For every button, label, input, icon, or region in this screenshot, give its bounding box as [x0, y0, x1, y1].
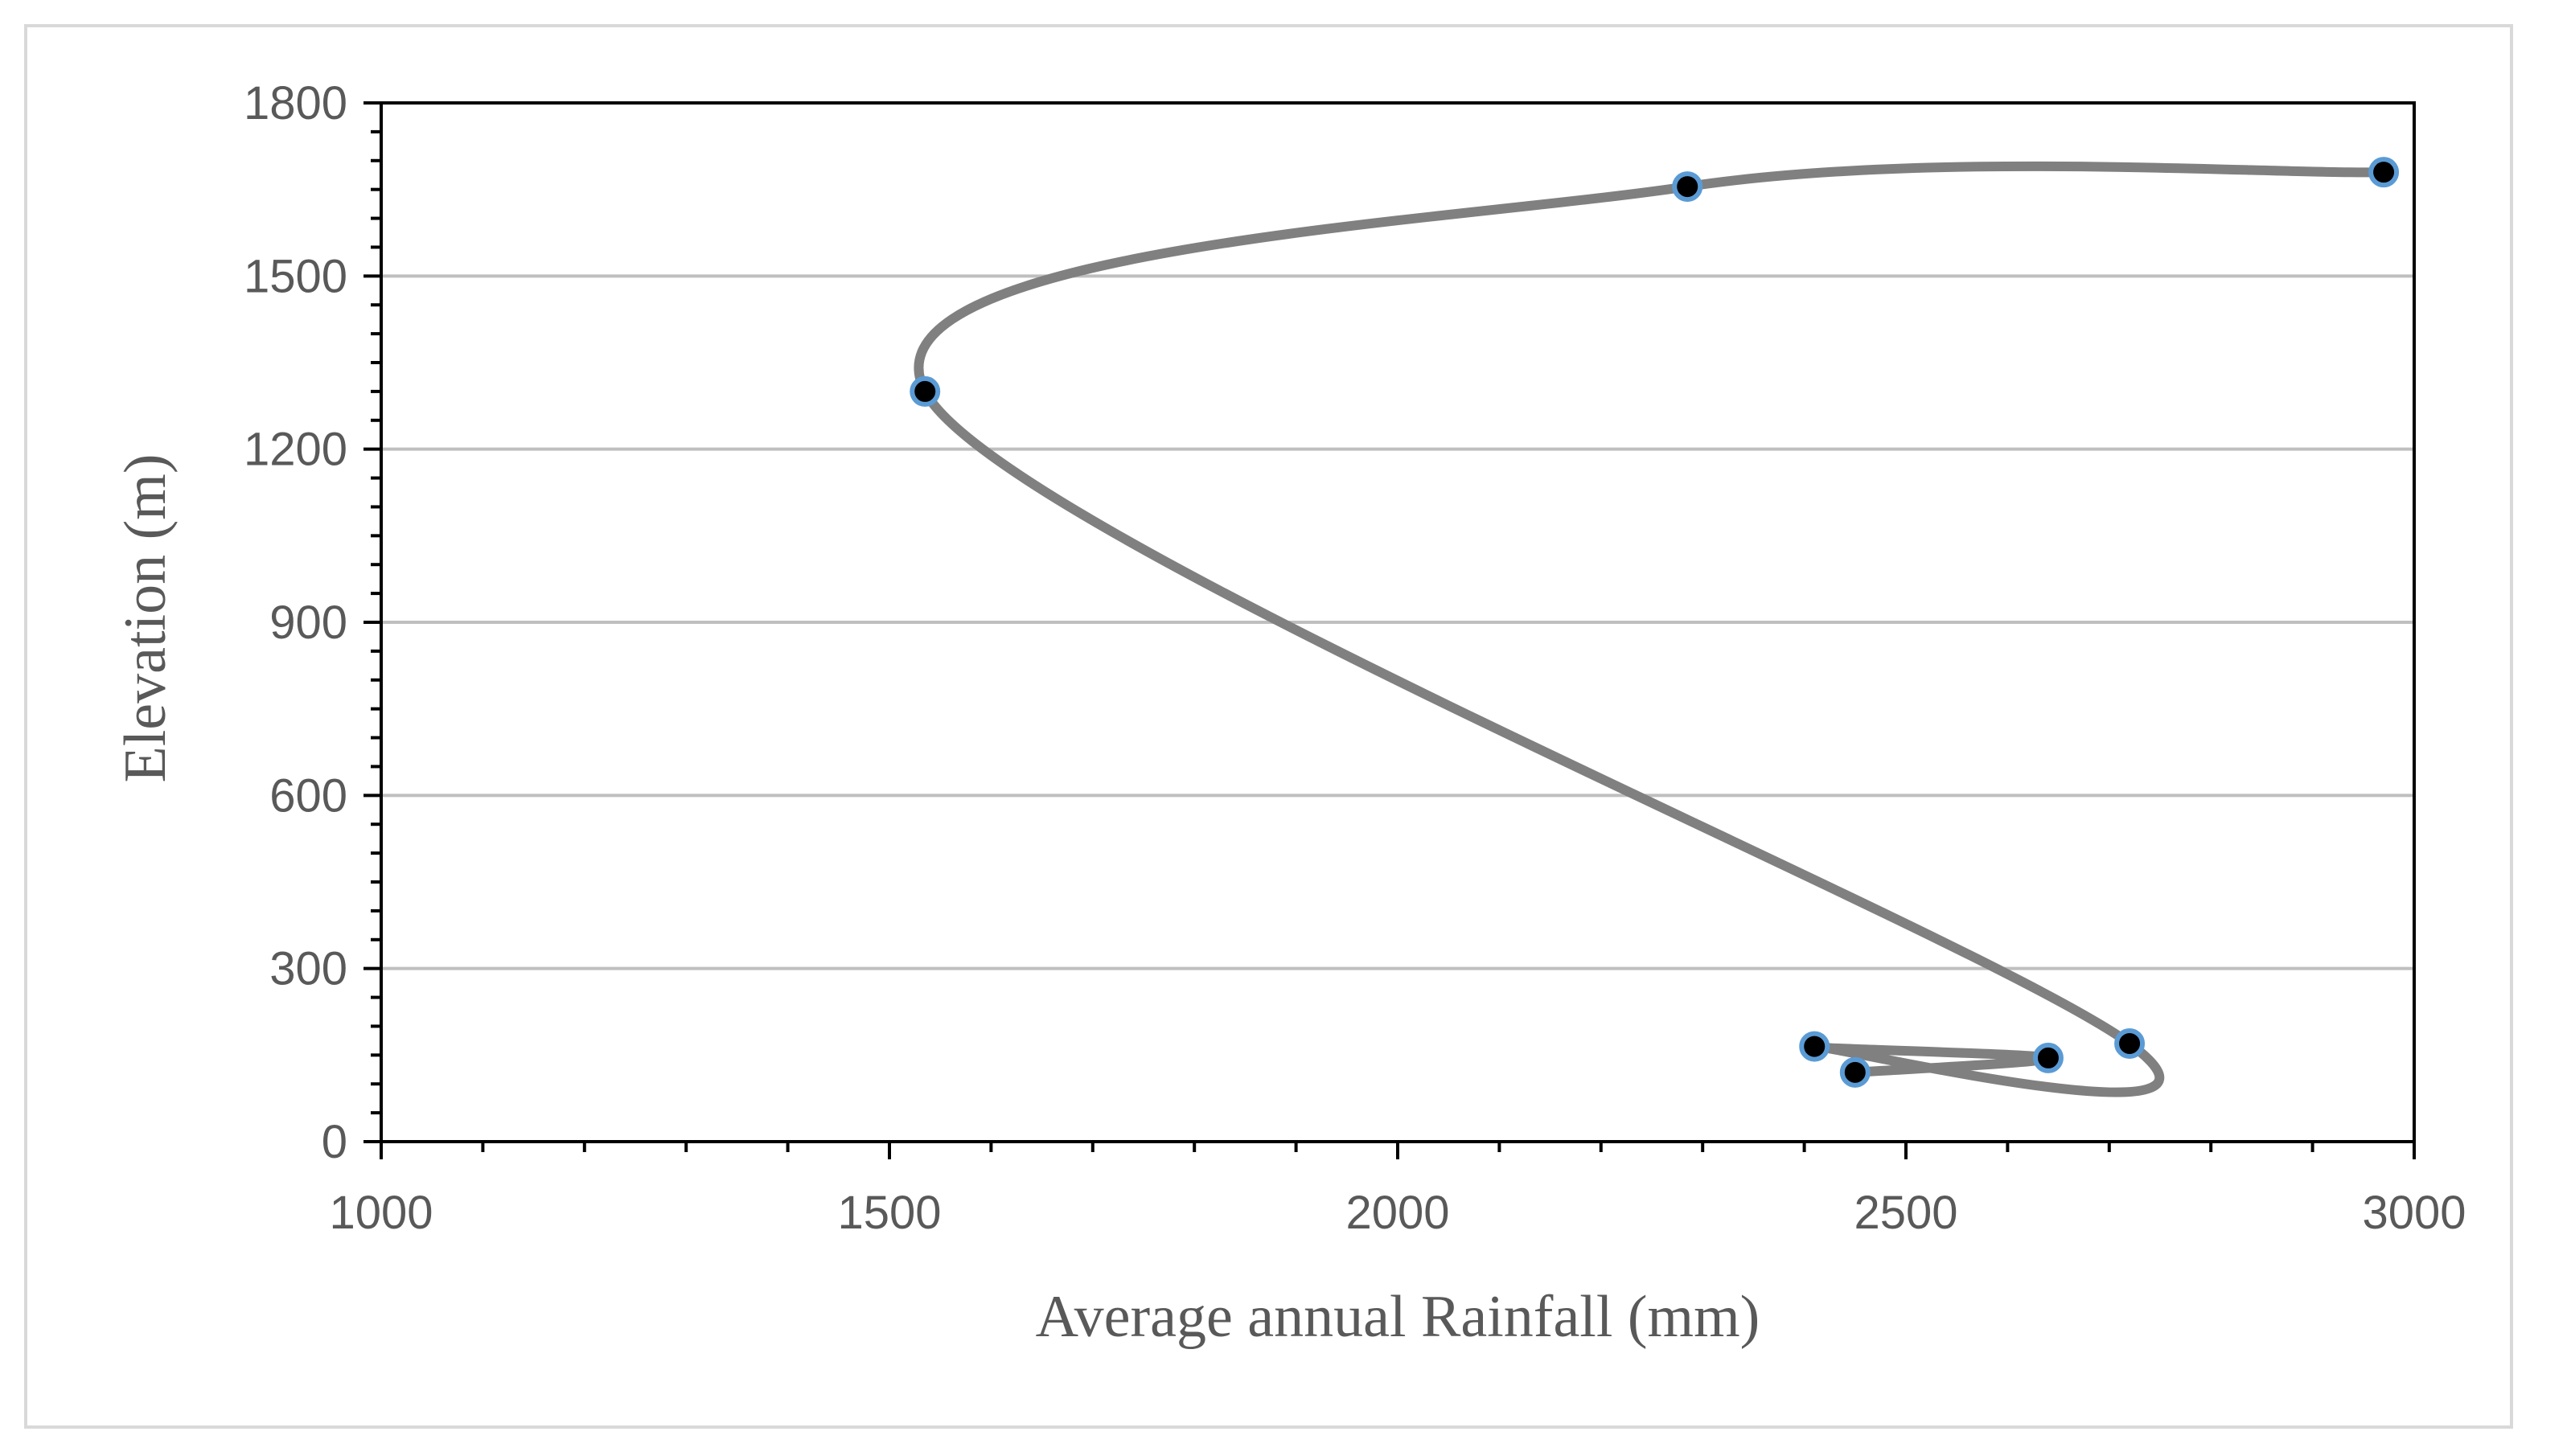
chart-frame [24, 24, 2513, 1429]
data-point-6 [1839, 1056, 1871, 1088]
axes [363, 101, 2416, 1159]
gridlines [381, 101, 2414, 970]
y-tick-label-600: 600 [269, 769, 347, 822]
x-tick-label-2500: 2500 [1854, 1187, 1957, 1239]
y-tick-label-0: 0 [322, 1116, 347, 1168]
data-point-0 [2368, 157, 2400, 188]
data-point-4 [1799, 1031, 1830, 1062]
data-point-3 [2114, 1027, 2146, 1059]
y-axis-title: Elevation (m) [113, 454, 179, 783]
data-point-5 [2032, 1042, 2064, 1073]
y-tick-label-1200: 1200 [244, 424, 347, 476]
y-tick-label-300: 300 [269, 943, 347, 995]
x-tick-label-2000: 2000 [1345, 1187, 1449, 1239]
y-tick-label-1800: 1800 [244, 77, 347, 129]
data-point-2 [910, 375, 941, 407]
series [910, 157, 2400, 1097]
y-tick-label-900: 900 [269, 597, 347, 649]
x-tick-label-1000: 1000 [329, 1187, 433, 1239]
x-tick-label-1500: 1500 [837, 1187, 941, 1239]
series-line-0 [914, 161, 2389, 1097]
y-tick-label-1500: 1500 [244, 250, 347, 302]
x-axis-title: Average annual Rainfall (mm) [1036, 1284, 1760, 1350]
x-tick-label-3000: 3000 [2362, 1187, 2466, 1239]
data-point-1 [1672, 171, 1703, 203]
tick-labels: 0 300 600 900 1200 1500 1800 1000 1500 2000 2500 30… [244, 77, 2466, 1239]
